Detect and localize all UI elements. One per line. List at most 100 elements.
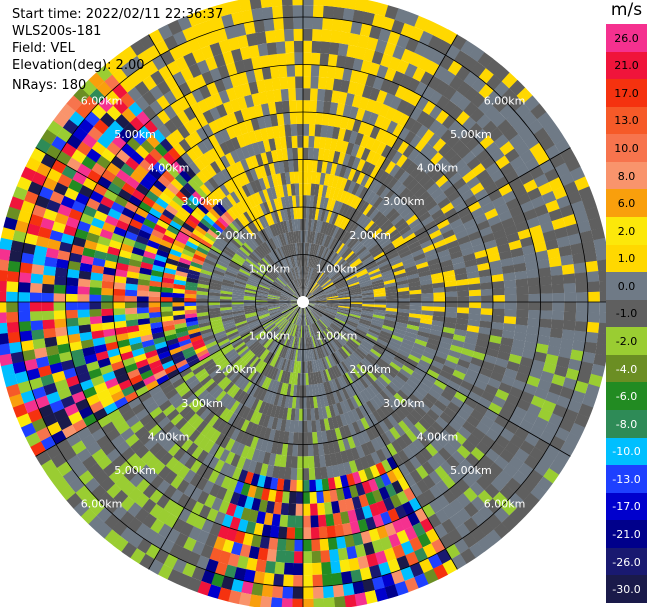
- range-gate-cell: [251, 7, 264, 22]
- range-gate-cell: [148, 207, 163, 219]
- range-gate-cell: [466, 414, 481, 428]
- range-gate-cell: [298, 313, 302, 326]
- range-gate-cell: [311, 231, 316, 244]
- range-gate-cell: [328, 186, 336, 200]
- range-gate-cell: [347, 423, 357, 436]
- range-gate-cell: [243, 351, 254, 362]
- range-gate-cell: [479, 275, 492, 284]
- range-gate-cell: [305, 361, 308, 374]
- range-gate-cell: [444, 285, 458, 293]
- range-gate-cell: [53, 284, 67, 294]
- range-gate-cell: [574, 413, 590, 428]
- range-gate-cell: [455, 273, 468, 281]
- colorbar-tick-label: -17.0: [612, 500, 641, 514]
- range-gate-cell: [432, 315, 445, 322]
- range-gate-cell: [189, 361, 203, 372]
- range-gate-cell: [151, 364, 165, 375]
- range-gate-cell: [225, 328, 238, 336]
- range-gate-cell: [365, 205, 377, 218]
- range-gate-cell: [333, 318, 345, 326]
- range-gate-cell: [462, 532, 478, 549]
- range-gate-cell: [309, 100, 318, 113]
- range-gate-cell: [363, 541, 375, 556]
- range-gate-cell: [176, 493, 191, 508]
- range-gate-cell: [302, 396, 307, 409]
- range-gate-cell: [284, 309, 294, 318]
- range-gate-cell: [244, 310, 257, 315]
- range-gate-cell: [333, 596, 346, 607]
- range-gate-cell: [343, 166, 352, 180]
- range-gate-cell: [118, 379, 133, 391]
- range-gate-cell: [292, 348, 297, 361]
- range-gate-cell: [162, 324, 176, 332]
- range-gate-cell: [454, 229, 469, 240]
- range-gate-cell: [209, 547, 223, 562]
- range-gate-cell: [247, 277, 260, 285]
- range-gate-cell: [445, 296, 458, 303]
- range-gate-cell: [293, 324, 298, 337]
- range-gate-cell: [314, 256, 320, 269]
- range-gate-cell: [417, 266, 430, 274]
- range-gate-cell: [101, 280, 115, 289]
- range-gate-cell: [301, 313, 303, 326]
- range-gate-cell: [423, 568, 439, 585]
- range-gate-cell: [593, 353, 606, 367]
- range-gate-cell: [82, 177, 98, 191]
- range-gate-cell: [449, 498, 464, 514]
- range-gate-cell: [179, 226, 193, 237]
- range-gate-cell: [330, 560, 341, 574]
- range-gate-cell: [391, 378, 404, 390]
- range-gate-cell: [140, 223, 154, 235]
- range-gate-cell: [519, 149, 535, 164]
- range-gate-cell: [328, 211, 336, 224]
- range-gate-cell: [223, 227, 235, 239]
- range-gate-cell: [483, 354, 498, 365]
- range-gate-cell: [485, 348, 499, 358]
- range-gate-cell: [260, 279, 272, 287]
- range-gate-cell: [374, 422, 385, 436]
- range-gate-cell: [308, 304, 315, 307]
- range-gate-cell: [467, 467, 483, 482]
- range-gate-cell: [133, 240, 147, 251]
- range-gate-cell: [393, 423, 406, 437]
- ring-label: 6.00km: [81, 95, 123, 108]
- range-gate-cell: [523, 252, 537, 263]
- range-gate-cell: [414, 138, 428, 153]
- range-gate-cell: [281, 100, 290, 113]
- range-gate-cell: [245, 408, 255, 422]
- range-gate-cell: [96, 155, 111, 170]
- range-gate-cell: [317, 76, 327, 90]
- range-gate-cell: [365, 400, 377, 413]
- range-gate-cell: [502, 400, 517, 414]
- range-gate-cell: [257, 450, 266, 464]
- range-gate-cell: [110, 201, 125, 214]
- range-gate-cell: [338, 332, 349, 342]
- range-gate-cell: [233, 505, 245, 519]
- range-gate-cell: [501, 375, 516, 387]
- range-gate-cell: [468, 230, 482, 242]
- range-gate-cell: [172, 297, 185, 302]
- colorbar-level: -26.0: [606, 547, 647, 576]
- range-gate-cell: [170, 413, 184, 426]
- range-gate-cell: [414, 573, 429, 589]
- range-gate-cell: [354, 365, 365, 377]
- range-gate-cell: [312, 309, 323, 317]
- range-gate-cell: [156, 374, 170, 386]
- range-gate-cell: [306, 313, 311, 325]
- range-gate-cell: [438, 143, 452, 157]
- range-gate-cell: [503, 224, 518, 237]
- range-gate-cell: [20, 166, 37, 182]
- range-gate-cell: [312, 269, 319, 281]
- range-gate-cell: [468, 307, 482, 315]
- range-gate-cell: [470, 526, 486, 543]
- range-gate-cell: [463, 374, 477, 386]
- range-gate-cell: [501, 264, 515, 275]
- range-gate-cell: [335, 201, 344, 214]
- range-gate-cell: [323, 284, 335, 291]
- range-gate-cell: [105, 341, 119, 351]
- range-gate-cell: [295, 76, 304, 89]
- range-gate-cell: [266, 324, 277, 334]
- range-gate-cell: [100, 395, 115, 408]
- range-gate-cell: [372, 181, 383, 194]
- range-gate-cell: [334, 0, 346, 9]
